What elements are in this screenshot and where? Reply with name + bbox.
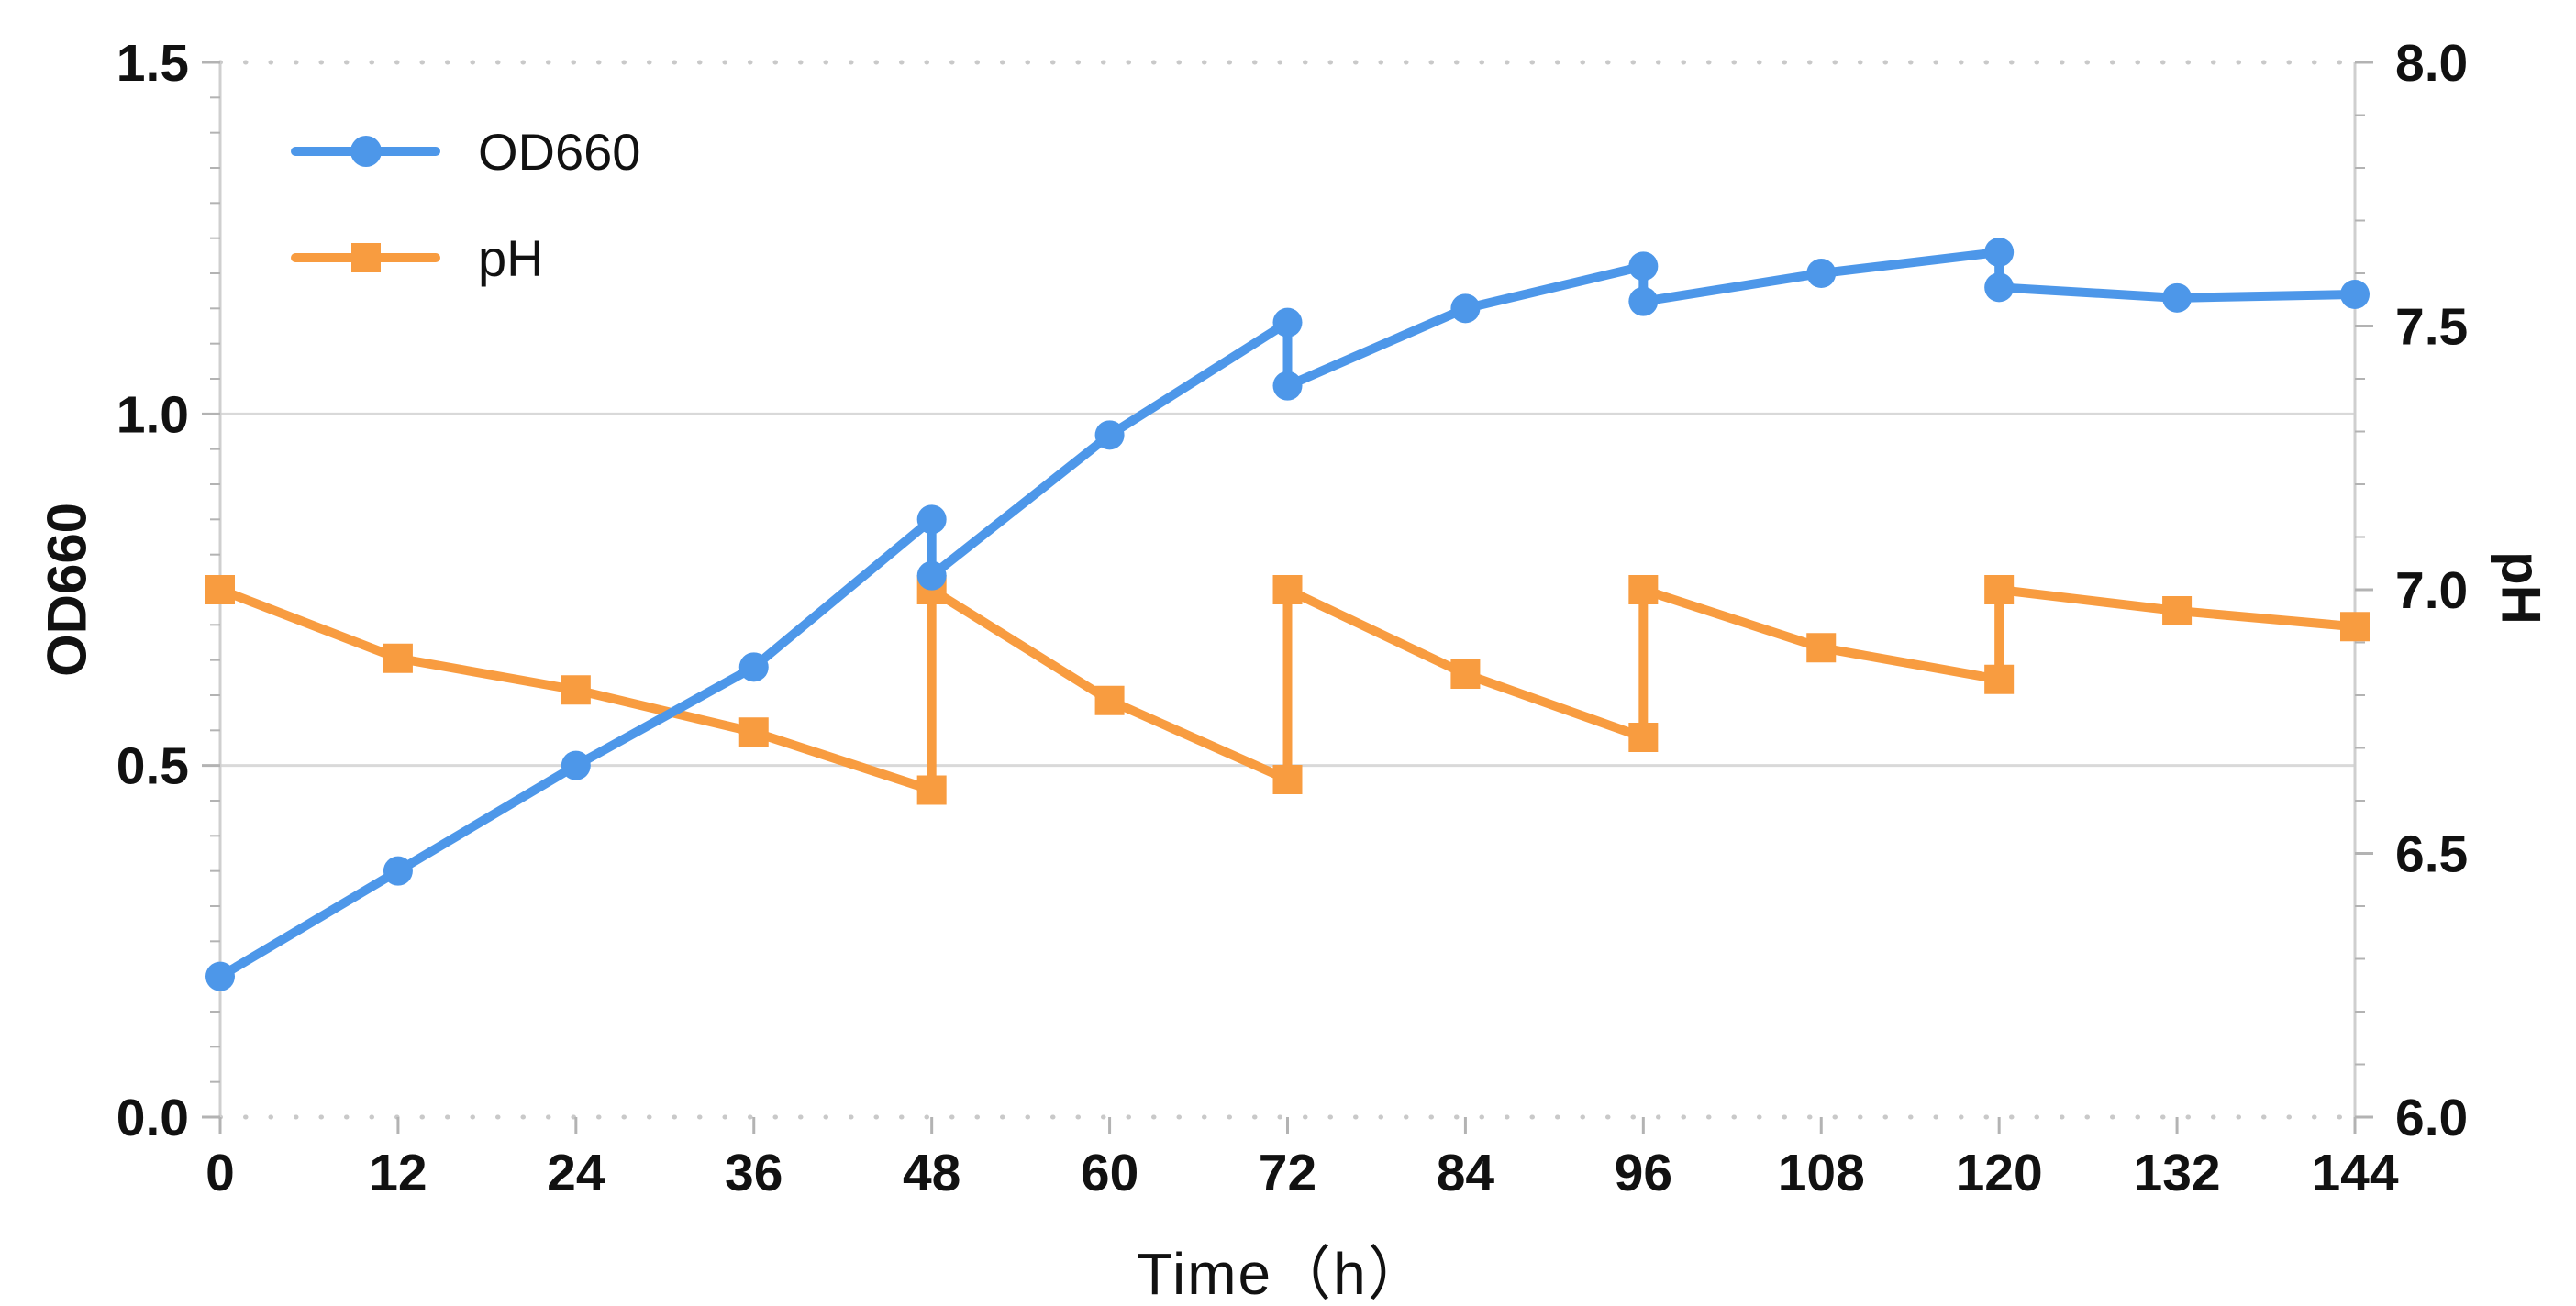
legend-label-od660: OD660 <box>478 122 641 181</box>
svg-text:144: 144 <box>2311 1144 2398 1202</box>
legend-label-ph: pH <box>478 228 544 287</box>
svg-text:132: 132 <box>2134 1144 2221 1202</box>
left-axis-title: OD660 <box>36 502 98 678</box>
legend-item-ph: pH <box>291 228 640 287</box>
svg-text:0: 0 <box>205 1144 235 1202</box>
svg-text:84: 84 <box>1437 1144 1495 1202</box>
legend-line-od660-icon <box>291 136 440 167</box>
right-axis-title: pH <box>2490 551 2552 625</box>
svg-text:24: 24 <box>547 1144 605 1202</box>
legend: OD660 pH <box>291 123 640 336</box>
svg-text:60: 60 <box>1081 1144 1138 1202</box>
svg-text:7.0: 7.0 <box>2395 561 2468 620</box>
data-series <box>205 238 2370 991</box>
svg-text:96: 96 <box>1615 1144 1672 1202</box>
svg-text:12: 12 <box>369 1144 427 1202</box>
svg-text:120: 120 <box>1956 1144 2043 1202</box>
svg-text:108: 108 <box>1778 1144 1865 1202</box>
tick-labels: 0.0 0.5 1.0 1.5 6.0 6.5 7.0 7.5 8.0 0 12 24 36 48 60 72… <box>117 34 2469 1202</box>
svg-text:0.5: 0.5 <box>117 737 189 796</box>
svg-text:6.5: 6.5 <box>2395 825 2468 884</box>
x-axis-title: Time（h） <box>1137 1241 1428 1306</box>
svg-text:36: 36 <box>725 1144 783 1202</box>
svg-text:48: 48 <box>903 1144 960 1202</box>
svg-text:6.0: 6.0 <box>2395 1089 2468 1147</box>
square-marker-icon <box>350 243 381 272</box>
svg-text:1.0: 1.0 <box>117 385 189 444</box>
circle-marker-icon <box>350 136 382 167</box>
svg-text:0.0: 0.0 <box>117 1089 189 1147</box>
svg-text:1.5: 1.5 <box>117 34 189 93</box>
svg-text:72: 72 <box>1259 1144 1316 1202</box>
svg-text:8.0: 8.0 <box>2395 34 2468 93</box>
legend-item-od660: OD660 <box>291 122 641 181</box>
legend-line-ph-icon <box>291 243 440 272</box>
svg-text:7.5: 7.5 <box>2395 298 2468 357</box>
